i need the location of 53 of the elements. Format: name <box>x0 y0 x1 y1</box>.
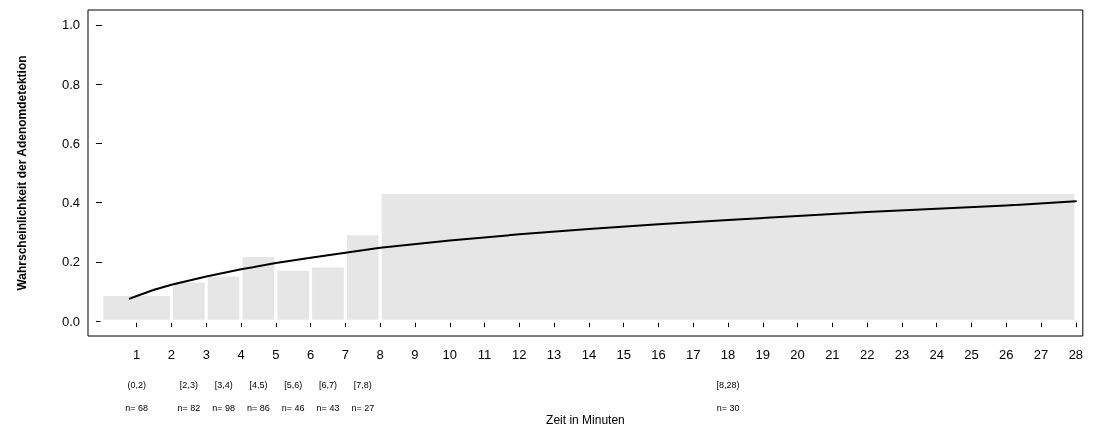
text: n= 27 <box>351 402 375 413</box>
x-tick-label: 24 <box>929 347 944 362</box>
x-tick-label: 7 <box>341 347 350 362</box>
x-tick-label: 3 <box>202 347 210 362</box>
x-tick-label: 13 <box>546 347 562 362</box>
x-tick-label: 22 <box>859 347 875 362</box>
text: [7,8) <box>353 379 372 390</box>
x-tick-label: 14 <box>581 347 597 362</box>
x-tick-label: 6 <box>307 347 315 362</box>
x-tick-label: 28 <box>1068 347 1084 362</box>
x-tick-label: 15 <box>616 347 631 362</box>
text: n= 30 <box>716 402 740 413</box>
y-tick-label: 1.0 <box>61 17 80 33</box>
x-tick-label: 21 <box>825 347 840 362</box>
text: n= 68 <box>125 402 149 413</box>
x-tick-label: 25 <box>964 347 979 362</box>
x-tick-label: 23 <box>894 347 910 362</box>
x-tick-label: 27 <box>1033 347 1049 362</box>
x-tick-label: 19 <box>755 347 771 362</box>
y-tick-label: 0.8 <box>61 76 80 92</box>
x-tick-label: 26 <box>999 347 1014 362</box>
x-tick-label: 16 <box>651 347 666 362</box>
x-tick-label: 2 <box>167 347 176 362</box>
text: [2,3) <box>179 379 198 390</box>
text: n= 43 <box>316 402 340 413</box>
y-tick-label: 0.2 <box>61 254 80 270</box>
x-tick-label: 10 <box>442 347 457 362</box>
x-tick-label: 9 <box>411 347 419 362</box>
x-tick-label: 20 <box>790 347 805 362</box>
text: [3,4) <box>214 379 233 390</box>
y-tick-label: 0.0 <box>61 313 80 329</box>
x-tick-label: 12 <box>512 347 527 362</box>
x-tick-label: 18 <box>720 347 736 362</box>
x-tick-label: 17 <box>686 347 701 362</box>
text: [4,5) <box>249 379 268 390</box>
x-tick-label: 4 <box>237 347 245 362</box>
line-series <box>128 200 1077 300</box>
text: n= 82 <box>177 402 201 413</box>
x-tick-label: 8 <box>376 347 384 362</box>
text: [8,28) <box>716 379 740 390</box>
x-tick-label: 1 <box>133 347 141 362</box>
y-tick-label: 0.4 <box>61 195 80 211</box>
text: n= 46 <box>281 402 305 413</box>
y-axis-title: Wahrscheinlichkeit der Adenomdetektion <box>15 55 29 291</box>
text: n= 98 <box>212 402 236 413</box>
x-axis-title: Zeit in Minuten <box>546 413 625 427</box>
x-tick-label: 5 <box>272 347 280 362</box>
y-tick-label: 0.6 <box>61 135 80 151</box>
x-tick-label: 11 <box>477 347 492 362</box>
text: [5,6) <box>284 379 303 390</box>
text: n= 86 <box>247 402 270 413</box>
text: [6,7) <box>319 379 338 390</box>
text: (0,2) <box>127 379 146 390</box>
